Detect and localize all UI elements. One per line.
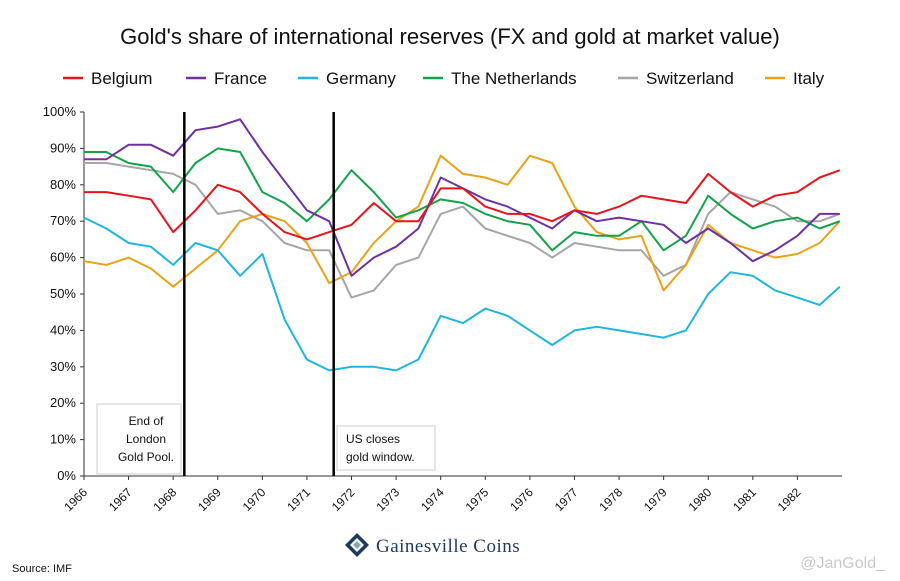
x-tick-label: 1981	[730, 485, 759, 514]
annotation-us-line-1: US closes	[346, 432, 400, 446]
x-tick-label: 1974	[418, 485, 447, 514]
y-tick-label: 100%	[43, 104, 77, 119]
x-tick-label: 1976	[507, 485, 536, 514]
x-tick-label: 1972	[329, 485, 358, 514]
author-handle: @JanGold_	[800, 555, 886, 572]
annotation-us-gold-window: US closes gold window.	[336, 425, 436, 471]
x-tick-label: 1967	[106, 485, 135, 514]
series-line-the-netherlands	[84, 147, 841, 252]
y-tick-label: 30%	[50, 359, 76, 374]
gainesville-coins-logo-icon	[345, 533, 369, 557]
chart-title: Gold's share of international reserves (…	[120, 24, 780, 49]
annotation-london-line-1: End of	[129, 414, 164, 428]
x-tick-label: 1982	[775, 485, 804, 514]
x-tick-label: 1977	[552, 485, 581, 514]
y-tick-label: 60%	[50, 250, 76, 265]
x-tick-label: 1973	[373, 485, 402, 514]
x-tick-label: 1971	[284, 485, 313, 514]
y-tick-label: 80%	[50, 177, 76, 192]
x-tick-label: 1975	[463, 485, 492, 514]
x-tick-label: 1968	[151, 485, 180, 514]
brand-name: Gainesville Coins	[376, 536, 520, 557]
y-tick-label: 10%	[50, 432, 76, 447]
legend-label-belgium: Belgium	[91, 69, 152, 88]
y-tick-label: 90%	[50, 140, 76, 155]
brand-logo: Gainesville Coins	[345, 533, 520, 557]
x-tick-label: 1980	[686, 485, 715, 514]
annotation-london-line-3: Gold Pool.	[118, 450, 174, 464]
series-layer	[83, 118, 841, 372]
annotation-us-box	[336, 425, 436, 471]
series-line-italy	[83, 154, 841, 292]
x-tick-label: 1979	[641, 485, 670, 514]
series-line-germany	[83, 216, 841, 372]
event-lines	[183, 112, 335, 476]
legend-label-italy: Italy	[793, 69, 825, 88]
legend-label-the-netherlands: The Netherlands	[451, 69, 577, 88]
annotation-london-gold-pool: End of London Gold Pool.	[96, 403, 182, 475]
y-tick-label: 20%	[50, 395, 76, 410]
legend-label-switzerland: Switzerland	[646, 69, 734, 88]
y-tick-label: 70%	[50, 213, 76, 228]
annotation-london-line-2: London	[126, 432, 166, 446]
y-tick-label: 0%	[57, 468, 76, 483]
series-line-france	[84, 118, 840, 277]
y-tick-label: 50%	[50, 286, 76, 301]
source-note: Source: IMF	[12, 563, 72, 575]
y-tick-label: 40%	[50, 322, 76, 337]
legend: Belgium France Germany The Netherlands Switz…	[63, 69, 825, 88]
series-line-belgium	[84, 169, 841, 241]
series-line-switzerland	[84, 162, 841, 299]
x-tick-label: 1970	[240, 485, 269, 514]
x-tick-label: 1969	[195, 485, 224, 514]
legend-label-france: France	[214, 69, 267, 88]
x-tick-label: 1966	[61, 485, 90, 514]
annotation-london-box	[96, 403, 182, 475]
x-tick-label: 1978	[596, 485, 625, 514]
annotation-us-line-2: gold window.	[346, 450, 415, 464]
legend-label-germany: Germany	[326, 69, 396, 88]
